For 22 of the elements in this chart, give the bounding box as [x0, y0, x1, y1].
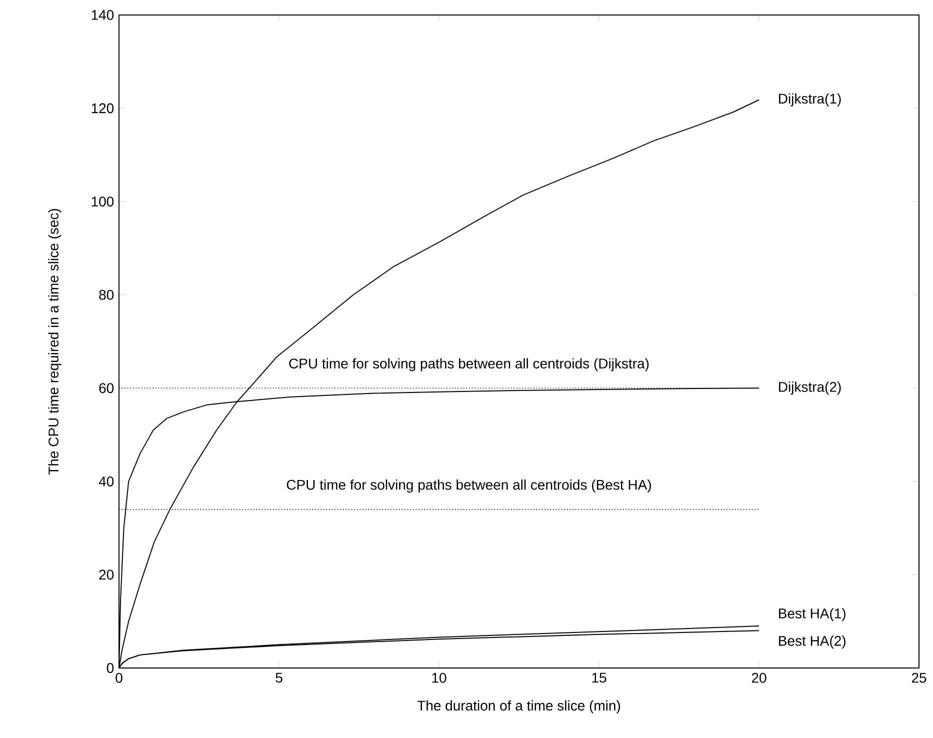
y-tick-label: 40	[98, 476, 114, 486]
x-axis-title: The duration of a time slice (min)	[417, 700, 620, 714]
ref-line-label: CPU time for solving paths between all centroids (Dijkstra)	[289, 358, 649, 372]
x-tick-label: 5	[276, 672, 282, 683]
ref-line-label: CPU time for solving paths between all centroids (Best HA)	[286, 479, 651, 493]
series-label: Dijkstra(2)	[779, 382, 841, 395]
series-label: Dijkstra(1)	[779, 93, 841, 106]
y-axis-title: The CPU time required in a time slice (sec)	[48, 208, 62, 475]
y-tick-label: 80	[99, 290, 114, 300]
y-tick-label: 0	[106, 663, 114, 673]
x-tick-label: 15	[592, 672, 606, 683]
y-tick-label: 20	[99, 570, 114, 580]
y-tick-label: 100	[92, 196, 114, 207]
series-label: Best HA(2)	[779, 636, 846, 649]
x-tick-label: 10	[432, 672, 446, 683]
x-tick-label: 25	[912, 672, 926, 683]
x-tick-label: 20	[752, 672, 766, 683]
y-tick-label: 140	[92, 10, 114, 20]
y-tick-label: 60	[99, 383, 114, 394]
x-tick-label: 0	[116, 672, 122, 683]
y-tick-label: 120	[92, 103, 114, 114]
series-label: Best HA(1)	[779, 608, 846, 622]
